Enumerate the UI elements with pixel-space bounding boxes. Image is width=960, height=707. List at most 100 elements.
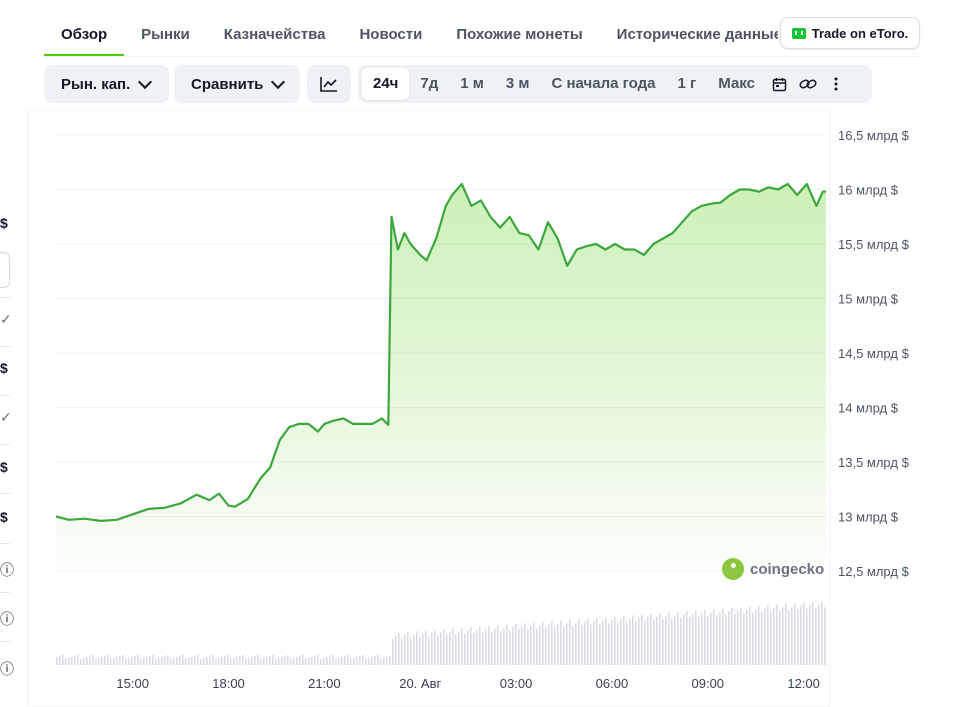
- range-1m[interactable]: 1 м: [460, 75, 484, 92]
- tab-historical-data[interactable]: Исторические данные: [616, 26, 778, 43]
- volume-bar: [419, 636, 421, 665]
- chevron-down-icon: [138, 74, 153, 89]
- share-link-button[interactable]: [794, 68, 822, 100]
- y-tick-label: 13 млрд $: [838, 510, 899, 525]
- volume-bar: [401, 638, 403, 665]
- volume-bar: [179, 656, 181, 665]
- volume-bar: [68, 658, 70, 665]
- volume-bar: [812, 602, 814, 665]
- volume-bar: [764, 608, 766, 665]
- volume-bar: [788, 609, 790, 665]
- volume-bar: [743, 613, 745, 665]
- volume-bar: [281, 657, 283, 665]
- y-tick-label: 16,5 млрд $: [838, 128, 910, 143]
- volume-bar: [323, 658, 325, 665]
- more-vertical-icon: [834, 77, 838, 91]
- more-options-button[interactable]: [822, 68, 850, 100]
- volume-bar: [203, 658, 205, 665]
- range-3m[interactable]: 3 м: [505, 75, 530, 92]
- volume-bar: [368, 658, 370, 665]
- volume-bars: [56, 601, 826, 665]
- volume-bar: [692, 613, 694, 665]
- volume-bar: [311, 657, 313, 665]
- volume-bar: [59, 656, 61, 665]
- trade-on-etoro-button[interactable]: Trade on eToro.: [780, 17, 920, 49]
- divider: [0, 444, 10, 445]
- etoro-logo-icon: [791, 27, 806, 39]
- divider: [0, 493, 10, 494]
- volume-bar: [404, 635, 406, 665]
- tab-bar: Обзор Рынки Казначейства Новости Похожие…: [44, 14, 778, 56]
- tab-similar-coins[interactable]: Похожие монеты: [456, 26, 583, 43]
- volume-bar: [524, 623, 526, 665]
- volume-bar: [371, 657, 373, 665]
- volume-bar: [803, 602, 805, 665]
- volume-bar: [551, 621, 553, 665]
- volume-bar: [497, 625, 499, 665]
- market-cap-chart[interactable]: 16,5 млрд $ 16 млрд $ 15,5 млрд $ 15 млрд $…: [0, 110, 960, 707]
- volume-bar: [626, 621, 628, 665]
- tab-bar-divider: [44, 56, 920, 57]
- range-1y[interactable]: 1 г: [677, 75, 697, 92]
- volume-bar: [233, 658, 235, 665]
- tab-news[interactable]: Новости: [359, 26, 423, 43]
- volume-bar: [797, 609, 799, 665]
- volume-bar: [248, 658, 250, 665]
- left-sidebar-edge: $ ✓ $ ✓ $ $ ⓘ ⓘ ⓘ: [0, 0, 14, 707]
- divider: [0, 395, 10, 396]
- volume-bar: [509, 630, 511, 665]
- left-edge-input[interactable]: [0, 252, 10, 288]
- volume-bar: [332, 655, 334, 665]
- volume-bar: [209, 656, 211, 665]
- volume-bar: [539, 625, 541, 665]
- chart-type-button[interactable]: [307, 65, 351, 103]
- volume-bar: [278, 658, 280, 665]
- volume-bar: [665, 615, 667, 665]
- volume-bar: [200, 659, 202, 665]
- volume-bar: [374, 656, 376, 665]
- tab-overview[interactable]: Обзор: [44, 14, 125, 56]
- left-edge-glyph: $: [0, 360, 8, 376]
- volume-bar: [767, 605, 769, 665]
- volume-bar: [383, 658, 385, 665]
- y-tick-label: 16 млрд $: [838, 183, 899, 198]
- range-24h[interactable]: 24ч: [362, 68, 410, 100]
- volume-bar: [755, 609, 757, 665]
- metric-dropdown[interactable]: Рын. кап.: [44, 65, 169, 103]
- volume-bar: [173, 658, 175, 665]
- volume-bar: [239, 656, 241, 665]
- volume-bar: [245, 659, 247, 665]
- volume-bar: [143, 658, 145, 665]
- volume-bar: [329, 656, 331, 665]
- range-ytd[interactable]: С начала года: [551, 75, 656, 92]
- volume-bar: [206, 657, 208, 665]
- volume-bar: [593, 621, 595, 665]
- tab-treasuries[interactable]: Казначейства: [223, 26, 326, 43]
- price-area: [56, 184, 826, 570]
- tab-markets[interactable]: Рынки: [141, 26, 190, 43]
- volume-bar: [62, 655, 64, 665]
- volume-bar: [359, 656, 361, 665]
- volume-bar: [98, 658, 100, 665]
- volume-bar: [251, 657, 253, 665]
- volume-bar: [446, 634, 448, 665]
- volume-bar: [260, 659, 262, 665]
- range-7d[interactable]: 7д: [420, 75, 439, 92]
- volume-bar: [392, 638, 394, 665]
- volume-bar: [167, 655, 169, 665]
- volume-bar: [557, 623, 559, 665]
- calendar-button[interactable]: [766, 68, 794, 100]
- volume-bar: [794, 603, 796, 665]
- metric-dropdown-label: Рын. кап.: [61, 75, 131, 93]
- range-max[interactable]: Макс: [718, 75, 755, 92]
- volume-bar: [434, 629, 436, 665]
- volume-bar: [758, 606, 760, 665]
- volume-bar: [272, 655, 274, 665]
- volume-bar: [161, 657, 163, 665]
- divider: [0, 543, 10, 544]
- compare-dropdown[interactable]: Сравнить: [174, 65, 300, 103]
- chevron-down-icon: [271, 74, 286, 89]
- volume-bar: [653, 619, 655, 665]
- volume-bar: [71, 657, 73, 665]
- volume-bar: [101, 657, 103, 665]
